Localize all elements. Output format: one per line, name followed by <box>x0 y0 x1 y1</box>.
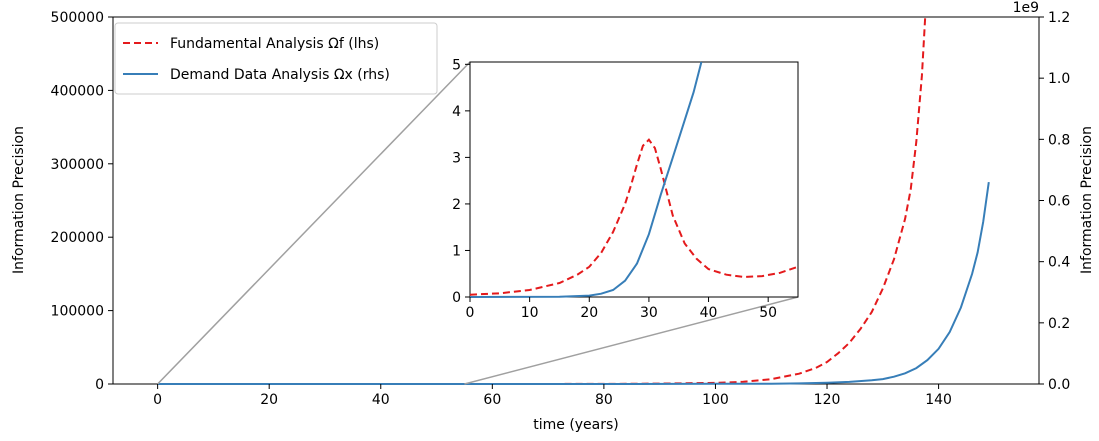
inset-x-tick-label: 30 <box>640 305 658 321</box>
right-axis-offset-text: 1e9 <box>1013 0 1039 16</box>
inset-y-tick-label: 2 <box>452 197 461 213</box>
y-tick-label-right: 0.0 <box>1048 377 1070 393</box>
x-tick-label: 40 <box>372 392 390 408</box>
y-tick-label-left: 500000 <box>51 10 104 26</box>
inset-x-tick-label: 40 <box>700 305 718 321</box>
y-axis-label-left: Information Precision <box>11 126 27 274</box>
inset-x-tick-label: 50 <box>759 305 777 321</box>
x-tick-label: 140 <box>925 392 952 408</box>
inset-y-tick-label: 1 <box>452 243 461 259</box>
inset-series-line-demand <box>469 61 703 298</box>
y-tick-label-left: 0 <box>95 377 104 393</box>
legend-label-fundamental: Fundamental Analysis Ωf (lhs) <box>170 36 379 52</box>
zoom-connector-right <box>464 296 799 385</box>
y-tick-label-right: 0.8 <box>1048 132 1070 148</box>
series-line-demand <box>157 181 990 385</box>
zoom-connector-left <box>157 61 471 385</box>
y-tick-label-right: 0.2 <box>1048 316 1070 332</box>
y-axis-label-right: Information Precision <box>1079 126 1095 274</box>
inset-y-tick-label: 5 <box>452 57 461 73</box>
y-tick-label-left: 400000 <box>51 83 104 99</box>
legend-label-demand: Demand Data Analysis Ωx (rhs) <box>170 67 390 83</box>
inset-y-tick-label: 3 <box>452 150 461 166</box>
x-tick-label: 80 <box>595 392 613 408</box>
y-tick-label-left: 100000 <box>51 304 104 320</box>
inset-chart: 0 10 20 30 40 50 0 1 2 3 4 5 <box>452 57 799 321</box>
y-tick-label-right: 0.4 <box>1048 255 1070 271</box>
inset-x-tick-label: 20 <box>580 305 598 321</box>
inset-x-tick-label: 10 <box>521 305 539 321</box>
x-tick-label: 60 <box>483 392 501 408</box>
x-tick-label: 100 <box>702 392 729 408</box>
y-tick-label-left: 200000 <box>51 230 104 246</box>
x-tick-label: 20 <box>260 392 278 408</box>
inset-series-line-fundamental <box>469 138 799 296</box>
x-axis-label: time (years) <box>533 417 619 433</box>
y-tick-label-right: 1.0 <box>1048 71 1070 87</box>
y-tick-label-right: 1.2 <box>1048 10 1070 26</box>
legend-box <box>114 22 438 95</box>
inset-plot-area <box>469 61 799 298</box>
y-tick-label-left: 300000 <box>51 157 104 173</box>
inset-y-tick-label: 0 <box>452 290 461 306</box>
inset-y-tick-label: 4 <box>452 104 461 120</box>
legend: Fundamental Analysis Ωf (lhs) Demand Dat… <box>114 22 438 95</box>
y-tick-label-right: 0.6 <box>1048 194 1070 210</box>
inset-x-tick-label: 0 <box>466 305 475 321</box>
x-tick-label: 0 <box>153 392 162 408</box>
x-tick-label: 120 <box>814 392 841 408</box>
